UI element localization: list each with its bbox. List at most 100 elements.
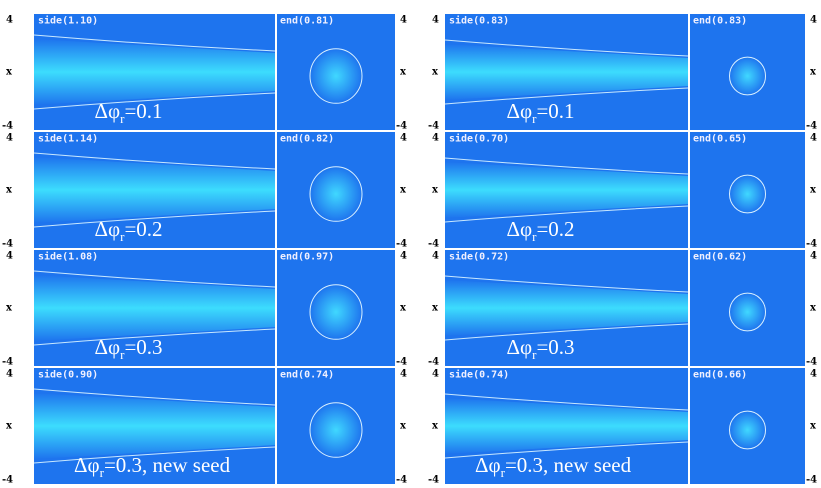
parameter-symbol: Δφ [95,335,121,359]
side-label: side(1.08) [38,250,98,262]
parameter-value: =0.1 [536,99,574,123]
axis-top-right: 4 [400,15,407,26]
axis-mid-right: x [810,67,817,78]
axis-mid-left: x [432,421,439,432]
axis-mid-left: x [6,67,13,78]
parameter-label: Δφr=0.2 [95,217,163,244]
axis-mid-left: x [432,67,439,78]
axis-mid-left: x [432,185,439,196]
parameter-label: Δφr=0.2 [507,217,575,244]
parameter-subscript: r [532,111,537,126]
beam-cross-section [729,410,766,450]
beam-contour [444,157,689,223]
parameter-value: =0.2 [124,217,162,241]
axis-top-left: 4 [432,15,439,26]
beam [34,39,275,105]
axis-top-left: 4 [432,133,439,144]
axis-mid-right: x [400,303,407,314]
end-label: end(0.62) [693,251,747,262]
side-label: side(0.74) [449,368,509,380]
axis-bottom-right: -4 [806,239,817,250]
beam-contour [444,275,689,341]
parameter-symbol: Δφ [475,453,501,477]
parameter-value: =0.3 [536,335,574,359]
side-label: side(1.14) [38,132,98,144]
axis-top-left: 4 [432,369,439,380]
beam-contour [33,34,276,110]
beam [34,275,275,341]
side-label: side(0.83) [449,14,509,26]
axis-bottom-right: -4 [396,239,407,250]
parameter-label: Δφr=0.1 [95,99,163,126]
axis-mid-left: x [432,303,439,314]
axis-top-right: 4 [400,369,407,380]
axis-mid-right: x [400,421,407,432]
parameter-symbol: Δφ [507,217,533,241]
beam-contour [444,39,689,105]
parameter-label: Δφr=0.3, new seed [475,453,632,480]
parameter-label: Δφr=0.3 [507,335,575,362]
end-label: end(0.74) [280,369,334,380]
axis-mid-right: x [810,185,817,196]
axis-mid-right: x [400,185,407,196]
parameter-label: Δφr=0.3 [95,335,163,362]
beam-contour [33,152,276,228]
parameter-subscript: r [532,347,537,362]
axis-bottom-left: -4 [428,121,439,132]
beam-cross-section [729,174,766,214]
parameter-subscript: r [120,111,125,126]
axis-bottom-left: -4 [2,475,13,486]
parameter-symbol: Δφ [507,99,533,123]
axis-bottom-right: -4 [806,357,817,368]
axis-bottom-right: -4 [396,475,407,486]
side-label: side(0.72) [449,250,509,262]
side-label: side(1.10) [38,14,98,26]
axis-bottom-left: -4 [2,357,13,368]
parameter-symbol: Δφ [74,453,100,477]
axis-top-left: 4 [432,251,439,262]
axis-mid-left: x [6,303,13,314]
beam-contour [33,388,276,464]
axis-mid-right: x [400,67,407,78]
parameter-label: Δφr=0.1 [507,99,575,126]
parameter-value: =0.3 [124,335,162,359]
axis-mid-right: x [810,421,817,432]
beam [34,393,275,459]
beam-cross-section [309,166,363,222]
axis-bottom-right: -4 [806,475,817,486]
axis-top-right: 4 [810,133,817,144]
axis-top-left: 4 [6,133,13,144]
axis-top-right: 4 [400,251,407,262]
beam [445,280,688,336]
parameter-subscript: r [120,347,125,362]
axis-bottom-left: -4 [2,121,13,132]
axis-top-right: 4 [810,369,817,380]
axis-mid-left: x [6,421,13,432]
axis-top-right: 4 [810,15,817,26]
beam-cross-section [309,284,363,340]
parameter-value: =0.3, new seed [505,453,632,477]
parameter-value: =0.3, new seed [104,453,231,477]
axis-bottom-left: -4 [428,475,439,486]
axis-bottom-left: -4 [2,239,13,250]
side-label: side(0.70) [449,132,509,144]
axis-top-right: 4 [810,251,817,262]
beam [445,44,688,100]
parameter-subscript: r [100,465,105,480]
parameter-value: =0.1 [124,99,162,123]
end-label: end(0.81) [280,15,334,26]
parameter-symbol: Δφ [95,217,121,241]
axis-bottom-right: -4 [396,357,407,368]
axis-top-right: 4 [400,133,407,144]
end-label: end(0.66) [693,369,747,380]
beam [445,398,688,454]
parameter-value: =0.2 [536,217,574,241]
end-label: end(0.82) [280,133,334,144]
beam-cross-section [729,56,766,96]
end-label: end(0.65) [693,133,747,144]
axis-mid-left: x [6,185,13,196]
axis-bottom-right: -4 [396,121,407,132]
axis-bottom-right: -4 [806,121,817,132]
axis-top-left: 4 [6,369,13,380]
